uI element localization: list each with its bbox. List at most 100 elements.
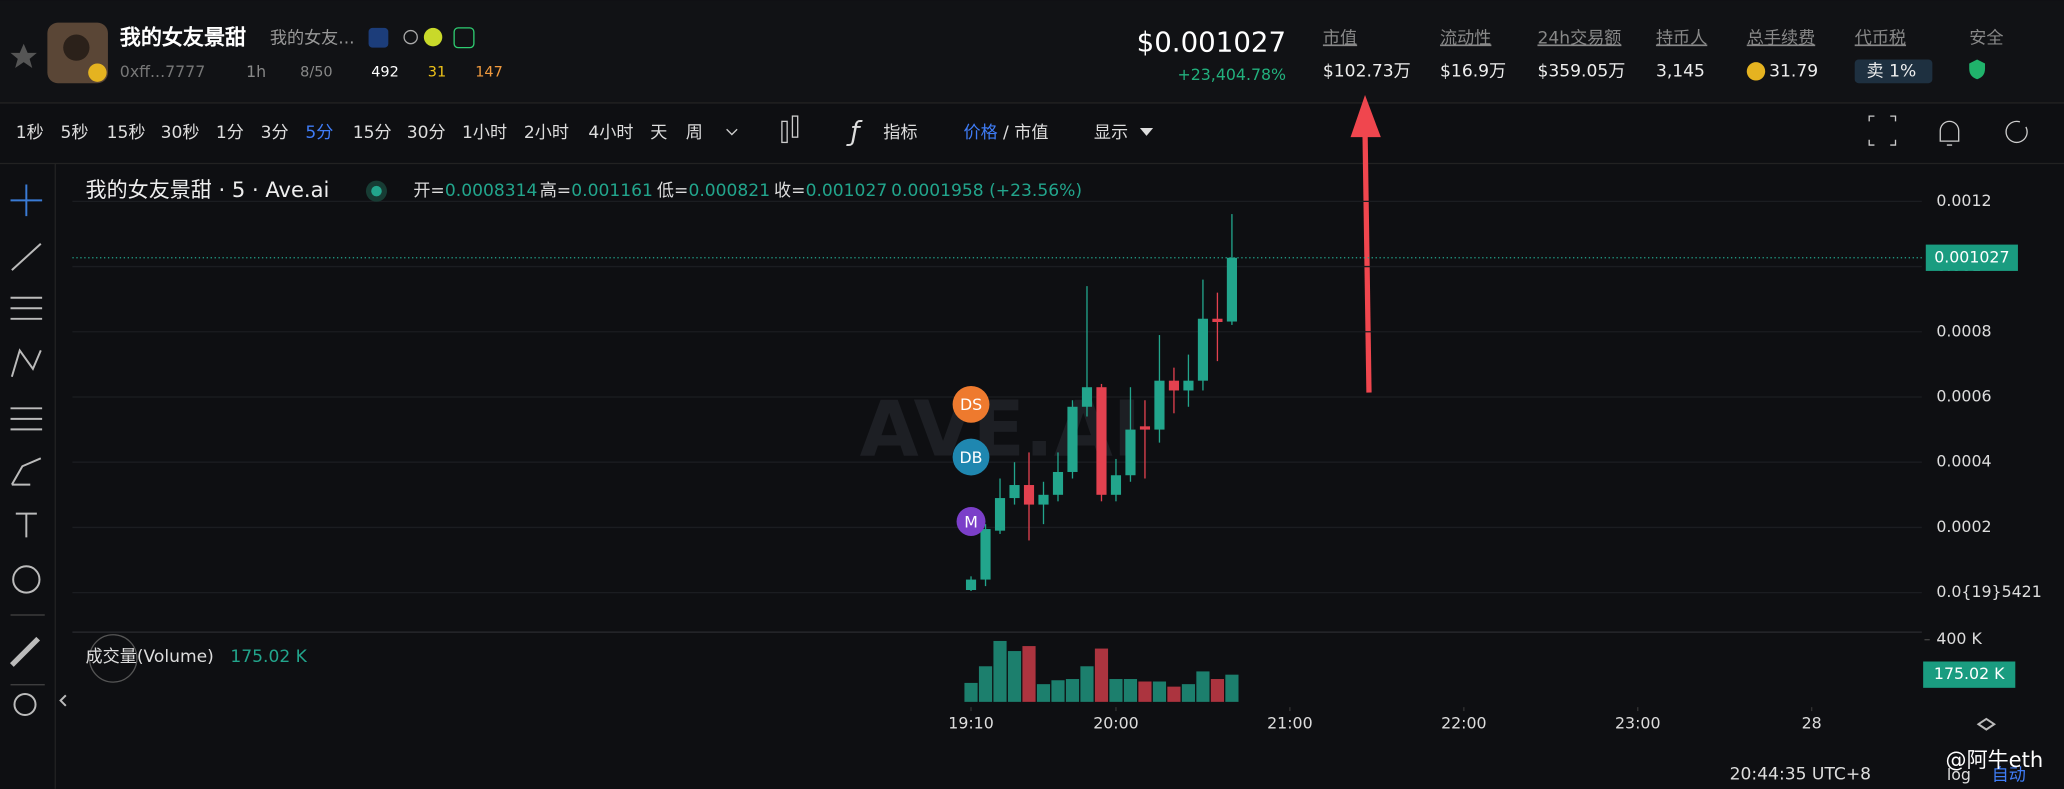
- star-icon[interactable]: [10, 43, 37, 69]
- volume-bar: [1051, 680, 1065, 702]
- content: 我的女友景甜 我的女友... 0xff...7777 1h 8/50 492 31 147 $0…: [16, 24, 2043, 785]
- volume-bar: [1080, 666, 1094, 702]
- interval-button[interactable]: 5分: [305, 123, 333, 143]
- refresh-icon[interactable]: [2005, 120, 2028, 144]
- volume-bar: [1007, 651, 1022, 702]
- interval-button[interactable]: 2小时: [524, 123, 569, 143]
- fx-icon[interactable]: ƒ: [845, 118, 863, 148]
- last-price-label: 0.001027: [1934, 247, 2009, 266]
- lines-tool[interactable]: [10, 296, 43, 320]
- ohlc-label: 高=: [540, 181, 571, 201]
- interval-button[interactable]: 30分: [407, 123, 446, 143]
- status-dot: [371, 185, 382, 197]
- interval-button[interactable]: 天: [650, 123, 667, 143]
- candle-body: [1023, 485, 1035, 505]
- x-tick-label: 22:00: [1441, 714, 1486, 733]
- search-icon[interactable]: [403, 29, 418, 45]
- ai-icon[interactable]: [453, 27, 475, 49]
- line-tool[interactable]: [11, 243, 42, 271]
- caret[interactable]: [726, 128, 738, 136]
- fullscreen-icon[interactable]: [1868, 115, 1897, 146]
- ohlc-label: 开=: [413, 181, 444, 201]
- fib-tool[interactable]: [10, 407, 43, 431]
- volume-bar: [1109, 679, 1123, 702]
- icon[interactable]: [368, 27, 389, 48]
- indicator-button[interactable]: 指标: [883, 123, 917, 143]
- y-tick-label: 0.0004: [1936, 452, 1991, 471]
- y-tick-label: 0.0008: [1936, 321, 1991, 340]
- x-tick-label: 19:10: [948, 714, 993, 733]
- trade-marker-label: DB: [960, 448, 983, 467]
- candle-body: [1009, 485, 1020, 499]
- bell-icon[interactable]: [1939, 120, 1960, 146]
- text-tool[interactable]: [15, 512, 37, 538]
- drawing-tools: [9, 184, 1997, 731]
- candle-body: [1096, 387, 1107, 495]
- stat-label: 总手续费: [1747, 28, 1815, 48]
- stat-label: 流动性: [1440, 28, 1491, 48]
- ohlc-change: 0.0001958 (+23.56%): [891, 181, 1082, 201]
- y-tick-label: 0.0012: [1936, 191, 1991, 210]
- price-change: +23,404.78%: [1178, 65, 1287, 84]
- security: 安全: [1969, 28, 2003, 48]
- zoom-tool[interactable]: [13, 692, 37, 717]
- volume-title: 成交量(Volume): [86, 647, 214, 667]
- age: 1h: [246, 62, 266, 81]
- interval-button[interactable]: 4小时: [588, 123, 633, 143]
- header-bar: [0, 0, 2064, 103]
- volume-bar: [978, 666, 993, 702]
- interval-button[interactable]: 1分: [216, 123, 244, 143]
- stat-value: 卖 1%: [1867, 61, 1917, 81]
- x-tick-label: 21:00: [1267, 714, 1312, 733]
- y-tick-label: 0.0{19}5421: [1936, 582, 2041, 601]
- interval-button[interactable]: 1秒: [16, 123, 44, 143]
- display-button[interactable]: 显示: [1094, 123, 1128, 143]
- stat-value: 31.79: [1769, 61, 1818, 81]
- badge: 31: [428, 65, 446, 81]
- candle-body: [1226, 257, 1237, 322]
- badge: 147: [475, 65, 503, 81]
- volume-bar: [1210, 679, 1225, 702]
- settings-icon[interactable]: [1976, 717, 1997, 731]
- y-tick-label: 0.0006: [1936, 386, 1991, 405]
- interval-button[interactable]: 3分: [261, 123, 289, 143]
- icon[interactable]: [423, 27, 443, 47]
- badge: 492: [371, 65, 399, 81]
- pattern-tool[interactable]: [10, 348, 42, 378]
- tax-badge: [1854, 59, 1933, 84]
- log-toggle[interactable]: log: [1947, 765, 1971, 784]
- interval-button[interactable]: 5秒: [61, 123, 89, 143]
- interval-button[interactable]: 1小时: [462, 123, 507, 143]
- interval-button[interactable]: 30秒: [161, 123, 200, 143]
- auto-toggle[interactable]: 自动: [1992, 766, 2026, 786]
- trade-marker: [952, 385, 990, 423]
- stat-value: $359.05万: [1537, 61, 1625, 81]
- cursor-ring: [88, 634, 138, 683]
- interval-button[interactable]: 15秒: [107, 123, 146, 143]
- volume-bar: [1123, 679, 1138, 702]
- collapse[interactable]: [59, 694, 67, 707]
- volume-bar: [1138, 681, 1152, 702]
- stat-value: 3,145: [1656, 61, 1705, 81]
- interval-button[interactable]: 周: [686, 123, 703, 143]
- crosshair-tool[interactable]: [10, 184, 43, 217]
- interval-button[interactable]: 15分: [353, 123, 392, 143]
- volume-bar: [1167, 686, 1181, 702]
- candle-body: [980, 529, 991, 580]
- volume-bar: [1152, 681, 1167, 702]
- cap-mode[interactable]: / 市值: [1003, 123, 1048, 143]
- candle-icon[interactable]: [791, 115, 799, 138]
- candle-body: [1125, 429, 1136, 476]
- caret[interactable]: [1139, 127, 1154, 136]
- emoji-tool[interactable]: [12, 565, 41, 594]
- token-name: 我的女友景甜: [120, 24, 246, 49]
- candle-icon[interactable]: [781, 120, 788, 144]
- price-mode[interactable]: 价格: [964, 123, 998, 143]
- volume-tag-label: 175.02 K: [1934, 664, 2005, 683]
- chart-title: 我的女友景甜 · 5 · Ave.ai: [86, 177, 330, 202]
- brush-tool[interactable]: [10, 457, 42, 486]
- coin-icon: [1746, 62, 1766, 81]
- stat-label: 持币人: [1656, 28, 1707, 48]
- ruler-tool[interactable]: [9, 636, 41, 667]
